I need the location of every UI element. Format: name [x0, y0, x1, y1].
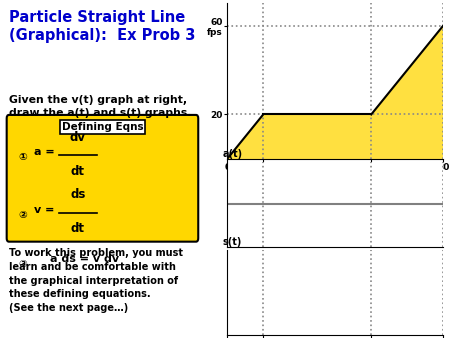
Text: a(t): a(t)	[223, 149, 243, 159]
Polygon shape	[227, 26, 443, 159]
Text: dt: dt	[71, 165, 85, 178]
Text: To work this problem, you must
learn and be comfortable with
the graphical inter: To work this problem, you must learn and…	[9, 248, 183, 313]
Text: dt: dt	[71, 222, 85, 235]
Text: Given the v(t) graph at right,
draw the a(t) and s(t) graphs.: Given the v(t) graph at right, draw the …	[9, 95, 191, 118]
Text: ②: ②	[18, 210, 27, 220]
Text: Defining Eqns: Defining Eqns	[62, 122, 143, 132]
Text: dv: dv	[70, 131, 86, 144]
Text: ③: ③	[18, 259, 27, 269]
Text: s(t): s(t)	[223, 237, 242, 247]
Text: Particle Straight Line
(Graphical):  Ex Prob 3: Particle Straight Line (Graphical): Ex P…	[9, 10, 195, 43]
FancyBboxPatch shape	[7, 115, 198, 242]
Text: a ds = v dv: a ds = v dv	[50, 254, 119, 264]
Text: ①: ①	[18, 152, 27, 162]
Text: a =: a =	[34, 147, 55, 157]
Text: ds: ds	[70, 188, 86, 201]
Text: v =: v =	[34, 204, 55, 215]
